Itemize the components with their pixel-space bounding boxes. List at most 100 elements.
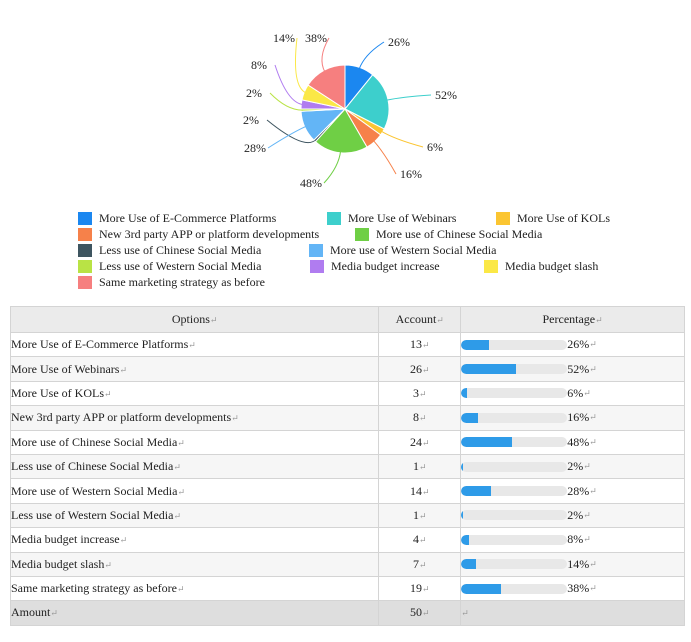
legend-swatch (78, 276, 92, 289)
header-options-label: Options (171, 312, 210, 326)
account-value: 4 (412, 532, 419, 547)
option-label: More use of Western Social Media (11, 483, 178, 498)
percentage-value: 48% (567, 434, 590, 449)
legend-item: Same marketing strategy as before (78, 275, 265, 290)
account-value: 26 (409, 361, 422, 376)
percentage-bar-track (461, 486, 568, 497)
table-row: Same marketing strategy as before↵ 19↵ 38%… (9, 575, 685, 602)
percentage-value: 28% (567, 483, 590, 498)
legend-swatch (327, 212, 341, 225)
percentage-bar-fill (461, 364, 517, 375)
account-cell: 1↵ (378, 502, 462, 529)
option-label: Less use of Chinese Social Media (11, 459, 174, 474)
legend-label: Less use of Western Social Media (99, 259, 262, 273)
pie-slice-label: 2% (246, 86, 262, 100)
percentage-cell: 8% ↵ (460, 527, 685, 553)
legend-swatch (355, 228, 369, 241)
pie-slice-label: 38% (305, 31, 327, 45)
table-row: More Use of KOLs↵ 3↵ 6% ↵ (9, 380, 685, 407)
account-cell: 19↵ (378, 575, 462, 602)
option-cell: More use of Chinese Social Media↵ (9, 429, 380, 455)
legend-item: More Use of E-Commerce Platforms (78, 211, 276, 226)
table-row: Less use of Western Social Media↵ 1↵ 2% ↵ (9, 502, 685, 529)
percentage-cell: 2% ↵ (460, 502, 685, 529)
pie-leader-line (358, 41, 385, 70)
legend-swatch (78, 228, 92, 241)
legend-item: More Use of KOLs (496, 211, 610, 226)
legend-item: More use of Western Social Media (309, 243, 496, 258)
percentage-bar-track (461, 364, 568, 375)
pie-leader-line (266, 119, 317, 144)
percentage-cell: 28% ↵ (460, 478, 685, 504)
legend-swatch (309, 244, 323, 257)
account-cell: 14↵ (378, 478, 462, 504)
table-row: New 3rd party APP or platform developmen… (9, 405, 685, 431)
option-cell: More Use of E-Commerce Platforms↵ (9, 331, 380, 358)
table-header-row: Options↵ Account↵ Percentage↵ (9, 306, 685, 333)
table-row: More use of Western Social Media↵ 14↵ 28% ↵ (9, 478, 685, 504)
percentage-bar-track (461, 583, 568, 594)
legend-label: Media budget slash (505, 259, 599, 273)
account-value: 13 (409, 337, 422, 352)
legend-item: Less use of Western Social Media (78, 259, 261, 274)
percentage-bar-track (461, 339, 568, 350)
legend-label: More Use of KOLs (517, 211, 610, 225)
pie-leader-line (321, 37, 330, 73)
total-account-cell: 50↵ (378, 600, 462, 626)
percentage-value: 8% (567, 532, 584, 547)
pie-leader-line (385, 94, 432, 101)
legend-item: More use of Chinese Social Media (355, 227, 542, 242)
legend-item: Media budget slash (484, 259, 598, 274)
percentage-bar-fill (461, 559, 477, 570)
legend-label: More Use of Webinars (348, 211, 457, 225)
legend-item: New 3rd party APP or platform developmen… (78, 227, 319, 242)
header-account: Account↵ (378, 306, 462, 333)
pie-slice-label: 2% (243, 113, 259, 127)
table-row: More Use of E-Commerce Platforms↵ 13↵ 26% ↵ (9, 331, 685, 358)
legend-label: New 3rd party APP or platform developmen… (99, 227, 320, 241)
table-row: Less use of Chinese Social Media↵ 1↵ 2% ↵ (9, 453, 685, 480)
option-label: Same marketing strategy as before (11, 581, 177, 596)
percentage-bar-track (461, 510, 568, 521)
header-options: Options↵ (9, 306, 380, 333)
option-label: More Use of Webinars (11, 361, 120, 376)
account-cell: 13↵ (378, 331, 462, 358)
pie-leader-line (372, 139, 397, 175)
account-cell: 7↵ (378, 551, 462, 577)
percentage-value: 14% (567, 556, 590, 571)
pie-slice-label: 26% (388, 35, 410, 49)
account-cell: 24↵ (378, 429, 462, 455)
pie-leader-line (269, 92, 304, 111)
option-cell: Less use of Western Social Media↵ (9, 502, 380, 529)
option-cell: Less use of Chinese Social Media↵ (9, 453, 380, 480)
percentage-bar-fill (461, 486, 492, 497)
total-percentage-cell: ↵ (460, 600, 685, 626)
percentage-cell: 26% ↵ (460, 331, 685, 358)
legend-label: Less use of Chinese Social Media (99, 243, 262, 257)
chart-legend: More Use of E-Commerce Platforms More Use… (0, 208, 691, 298)
percentage-value: 2% (567, 459, 584, 474)
account-value: 8 (412, 410, 419, 425)
percentage-cell: 14% ↵ (460, 551, 685, 577)
account-value: 1 (412, 507, 419, 522)
option-cell: More Use of KOLs↵ (9, 380, 380, 407)
pie-slice-label: 8% (251, 58, 267, 72)
option-cell: New 3rd party APP or platform developmen… (9, 405, 380, 431)
percentage-value: 2% (567, 507, 584, 522)
percentage-bar-track (461, 559, 568, 570)
account-value: 1 (412, 459, 419, 474)
percentage-bar-track (461, 437, 568, 448)
account-cell: 26↵ (378, 356, 462, 382)
pie-chart: 26% 52% 6% 16% 48% 2% 28% 2% 8% 14% 38% (243, 31, 457, 190)
legend-item: Media budget increase (310, 259, 440, 274)
percentage-bar-track (461, 461, 568, 472)
option-cell: Media budget slash↵ (9, 551, 380, 577)
percentage-bar-fill (461, 461, 464, 472)
legend-label: More Use of E-Commerce Platforms (99, 211, 277, 225)
results-table: Options↵ Account↵ Percentage↵ More Use o… (9, 306, 685, 626)
legend-item: Less use of Chinese Social Media (78, 243, 261, 258)
pie-slice-label: 14% (273, 31, 295, 45)
account-cell: 1↵ (378, 453, 462, 480)
header-percentage-label: Percentage (542, 312, 596, 326)
percentage-cell: 38% ↵ (460, 575, 685, 602)
